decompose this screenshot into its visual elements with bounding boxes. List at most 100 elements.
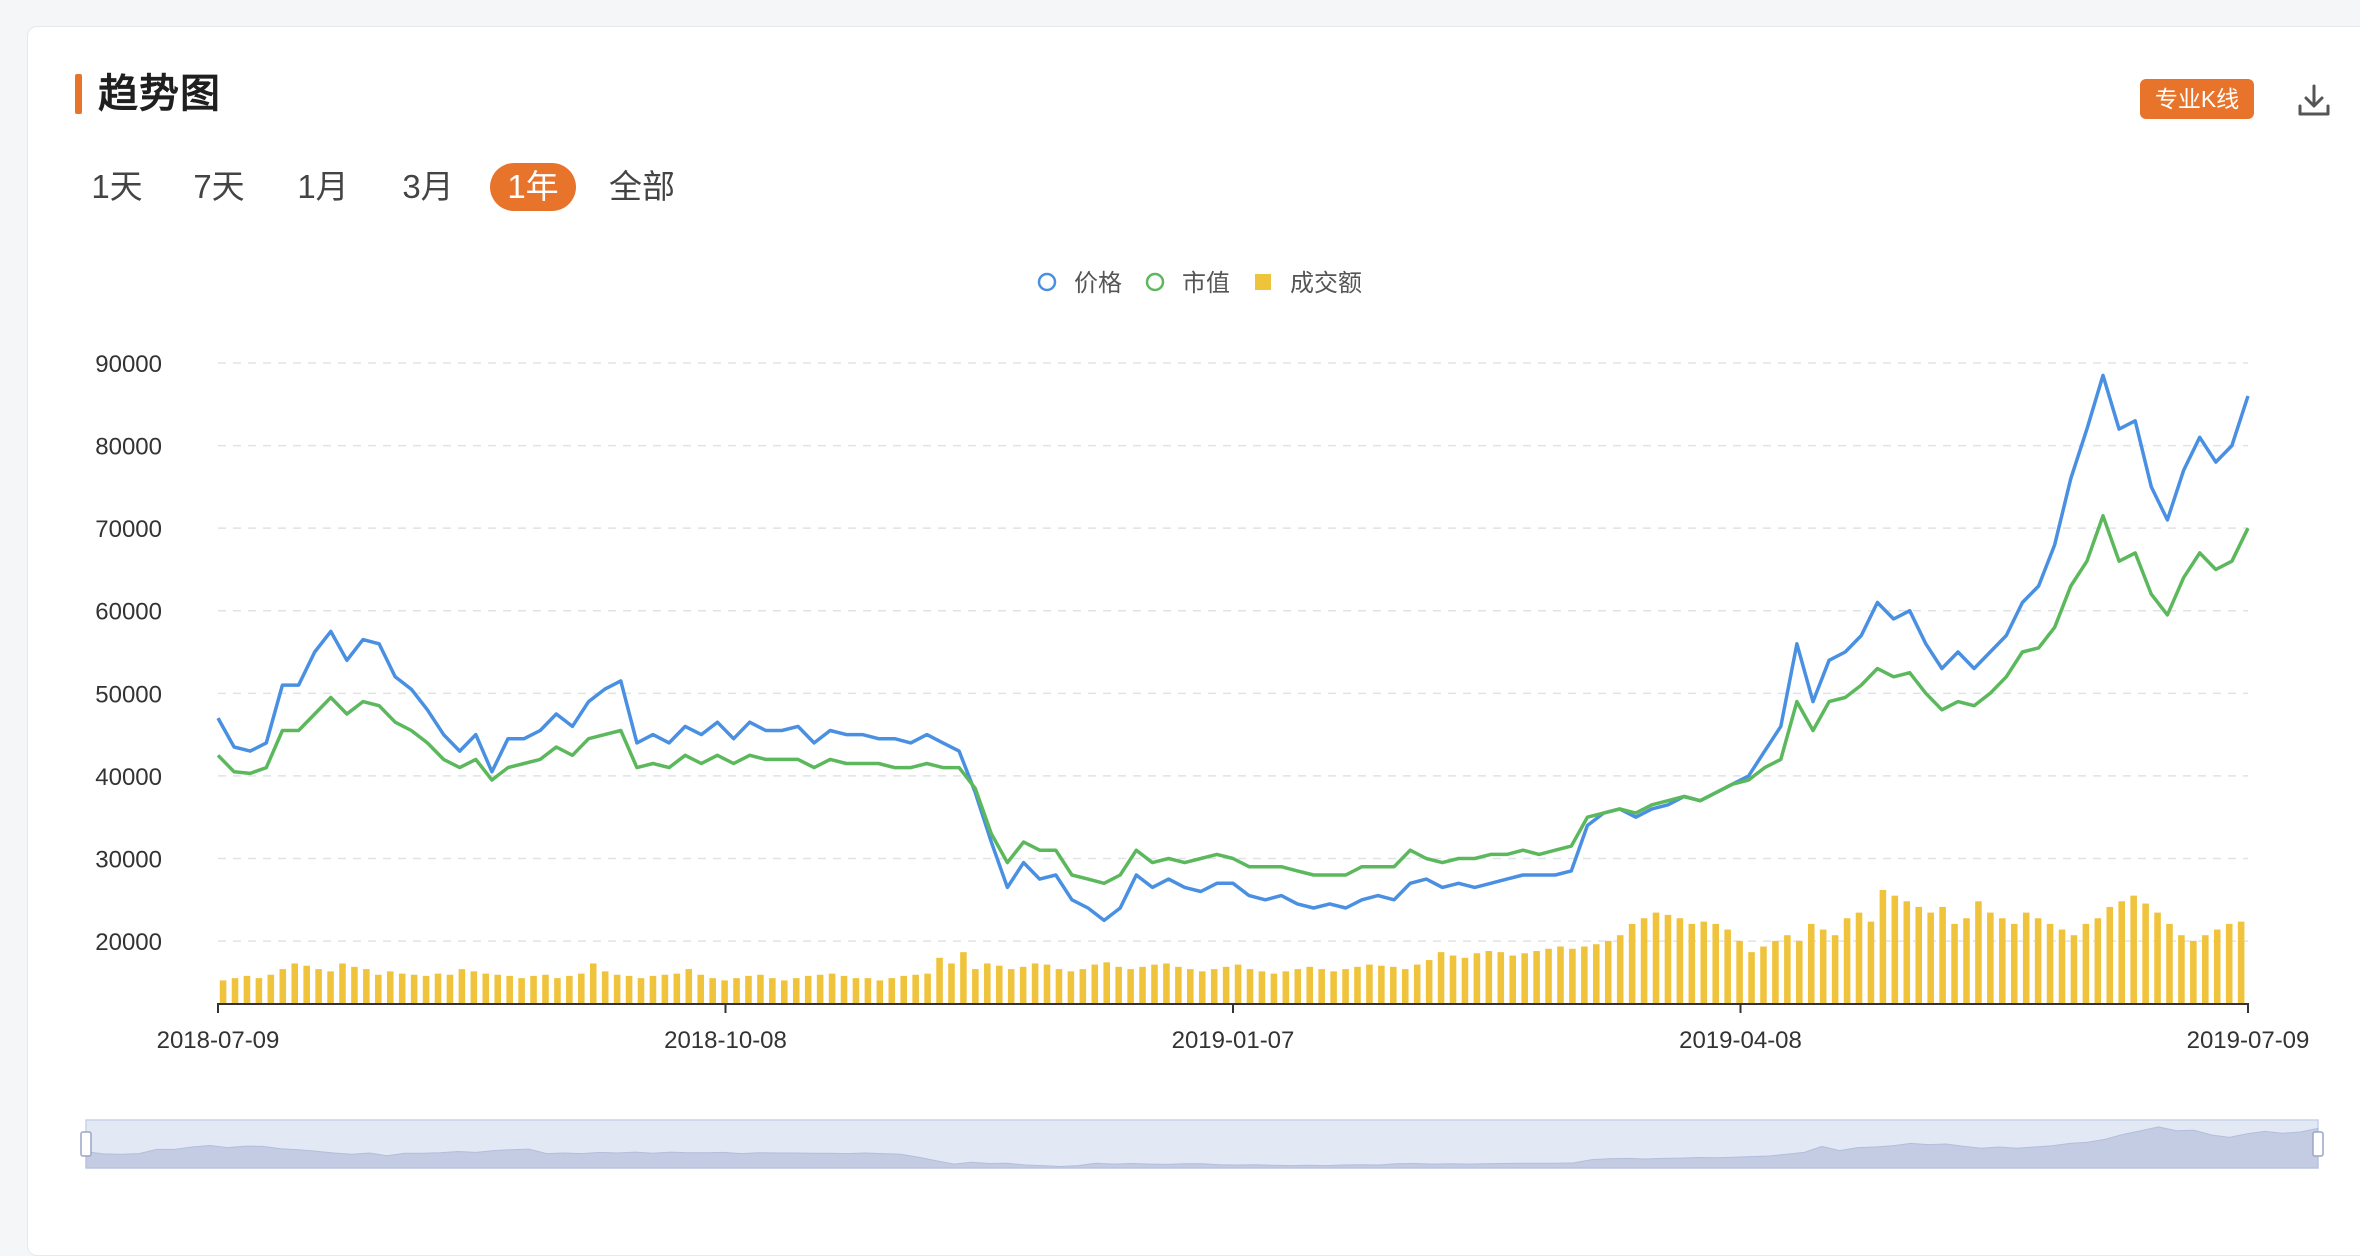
volume-bar [2154,912,2161,1003]
volume-bar [1330,971,1337,1003]
range-tab-all[interactable]: 全部 [609,168,675,205]
y-tick-label-4: 50000 [95,681,162,708]
volume-bar [1294,969,1302,1003]
volume-bar [1772,940,1779,1003]
volume-bar [1306,966,1314,1003]
volume-bar [2070,935,2078,1003]
volume-bar [1031,963,1039,1003]
volume-bar [1784,935,1791,1003]
volume-bar [422,975,430,1003]
volume-bar [661,974,669,1003]
zoom-handle-right[interactable] [2312,1131,2324,1157]
volume-bar [255,978,263,1003]
volume-bar [2094,918,2102,1003]
volume-bar [482,973,490,1003]
volume-bar [912,974,919,1003]
y-tick-label-0: 90000 [95,351,162,378]
volume-bar [506,975,513,1003]
volume-bar [1378,965,1385,1003]
range-tab-1y[interactable]: 1年 [490,163,576,211]
volume-bar [2190,940,2197,1003]
volume-bar [2058,929,2066,1003]
zoom-slider[interactable] [80,1119,2324,1169]
x-tick-label-0: 2018-07-09 [157,1027,280,1054]
volume-bar [769,978,776,1003]
volume-bar [2118,901,2126,1003]
download-icon[interactable] [2294,80,2334,120]
volume-bar [1270,973,1278,1003]
volume-bar [1366,964,1373,1003]
volume-bar [828,973,836,1003]
volume-bar [1425,960,1433,1003]
y-tick-label-3: 60000 [95,599,162,626]
legend-marker-0[interactable] [1037,272,1057,292]
volume-bar [2022,912,2030,1003]
volume-bar [757,974,764,1003]
series-lines [216,373,2250,923]
volume-bar [1724,929,1731,1003]
volume-bar [530,975,537,1003]
y-tick-label-7: 20000 [95,929,162,956]
volume-bar [1139,966,1146,1003]
volume-bar [351,966,358,1003]
volume-bar [625,975,633,1003]
volume-bar [327,971,334,1003]
volume-bar [1390,966,1397,1003]
volume-bar [589,963,597,1003]
volume-bar [578,973,585,1003]
volume-bar [1019,966,1027,1003]
x-tick-label-2: 2019-01-07 [1172,1027,1295,1054]
volume-bar [1401,969,1409,1003]
volume-bar [1545,948,1552,1003]
volume-bar [1652,912,1660,1003]
volume-bar [936,957,943,1003]
volume-bar [1855,912,1863,1003]
legend-label-1[interactable]: 市值 [1182,270,1230,297]
volume-bar [1067,971,1075,1003]
volume-bar [804,975,812,1003]
volume-bar [554,978,561,1003]
volume-bar [2237,921,2245,1003]
range-tab-1m[interactable]: 1月 [297,168,349,205]
volume-bar [792,978,800,1003]
x-tick-label-4: 2019-07-09 [2187,1027,2310,1054]
legend-label-0[interactable]: 价格 [1074,270,1122,297]
range-tab-1d[interactable]: 1天 [91,168,143,205]
volume-bar [1867,921,1875,1003]
volume-bar [2130,895,2137,1003]
volume-bar [1819,929,1827,1003]
volume-bar [1831,935,1839,1003]
volume-bar [649,975,657,1003]
volume-bar [219,980,227,1003]
volume-bar [2166,923,2173,1003]
zoom-handle-left[interactable] [80,1131,92,1157]
series-line-0 [216,373,2250,923]
volume-bar [566,975,573,1003]
volume-bar [1198,971,1206,1003]
zoom-mini-area [85,1126,2319,1169]
y-axis-ticks: 90000 80000 70000 60000 50000 40000 30000 20000 [95,351,162,956]
trend-card [27,26,2360,1256]
volume-bar [816,974,824,1003]
volume-bar [948,963,955,1003]
pro-kline-button[interactable]: 专业K线 [2140,79,2254,119]
legend-marker-1[interactable] [1145,272,1165,292]
title-accent-bar [75,74,82,114]
volume-bar [1413,964,1421,1003]
range-tab-7d[interactable]: 7天 [193,168,245,205]
volume-bars [219,890,2245,1003]
volume-bar [1485,951,1493,1003]
volume-bar [1222,966,1230,1003]
volume-bar [1891,895,1899,1003]
volume-bar [1628,923,1636,1003]
legend-marker-2[interactable] [1255,274,1271,290]
volume-bar [1915,906,1923,1003]
volume-bar [1975,901,1982,1003]
series-line-1 [216,514,2250,886]
y-tick-label-2: 70000 [95,516,162,543]
legend-label-2[interactable]: 成交额 [1290,270,1362,297]
volume-bar [458,969,466,1003]
volume-bar [745,975,752,1003]
range-tab-3m[interactable]: 3月 [402,168,454,205]
volume-bar [1987,912,1994,1003]
